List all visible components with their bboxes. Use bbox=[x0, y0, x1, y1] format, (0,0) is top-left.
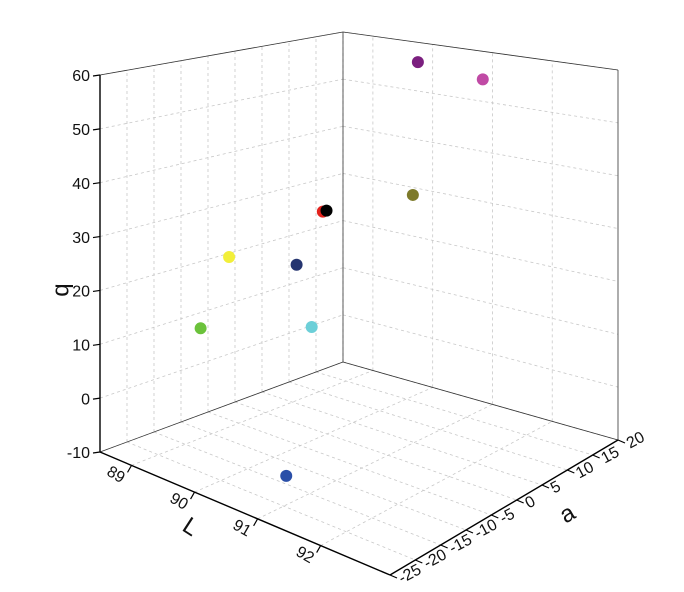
box-edge bbox=[99, 361, 344, 453]
grid-line bbox=[342, 78, 619, 124]
grid-line bbox=[99, 173, 344, 237]
x-tick-label: 92 bbox=[293, 544, 317, 568]
y-tick bbox=[567, 469, 575, 474]
box-edge bbox=[99, 31, 344, 76]
z-tick-label: 0 bbox=[81, 391, 90, 408]
point bbox=[280, 469, 293, 482]
z-tick bbox=[92, 128, 101, 131]
y-tick-label: 5 bbox=[548, 478, 564, 497]
z-tick-label: 60 bbox=[72, 68, 90, 85]
y-tick-label: 10 bbox=[573, 459, 597, 482]
box-edge bbox=[342, 361, 619, 441]
grid-line bbox=[261, 391, 543, 486]
grid-line bbox=[99, 267, 344, 345]
z-tick bbox=[92, 74, 101, 77]
y-tick bbox=[415, 559, 423, 564]
z-tick-label: 10 bbox=[72, 338, 90, 355]
point bbox=[320, 204, 333, 217]
z-tick bbox=[92, 451, 101, 454]
grid-line bbox=[342, 125, 619, 177]
y-axis-title: a bbox=[555, 499, 581, 529]
x-tick bbox=[127, 465, 133, 473]
y-tick-label: -10 bbox=[472, 516, 500, 542]
z-axis-title: b bbox=[50, 283, 77, 296]
z-tick bbox=[92, 343, 101, 346]
z-tick bbox=[92, 289, 101, 293]
point bbox=[194, 322, 207, 335]
y-tick bbox=[389, 574, 398, 579]
z-tick-label: 50 bbox=[72, 122, 90, 139]
x-tick bbox=[316, 545, 322, 553]
grid-line bbox=[207, 411, 492, 516]
grid-line bbox=[99, 125, 344, 184]
grid-line bbox=[99, 220, 344, 291]
y-tick-label: -5 bbox=[497, 506, 518, 528]
point bbox=[411, 56, 424, 69]
x-tick bbox=[253, 518, 259, 527]
y-tick bbox=[592, 454, 600, 459]
x-tick-label: 89 bbox=[104, 463, 128, 487]
grid-line bbox=[180, 421, 467, 531]
grid-line bbox=[320, 420, 553, 546]
y-tick bbox=[440, 544, 448, 549]
z-tick-label: 30 bbox=[72, 230, 90, 247]
grid-line bbox=[288, 381, 568, 471]
y-tick bbox=[617, 439, 626, 444]
grid-line bbox=[99, 314, 344, 399]
y-tick-label: 15 bbox=[599, 444, 623, 467]
point bbox=[223, 251, 236, 264]
grid-line bbox=[131, 370, 374, 466]
y-tick bbox=[491, 514, 499, 519]
y-tick-label: 0 bbox=[523, 493, 539, 512]
y-tick bbox=[541, 484, 550, 489]
grid-line bbox=[342, 173, 619, 229]
y-tick-label: 20 bbox=[624, 429, 648, 452]
z-tick bbox=[92, 235, 101, 239]
y-tick bbox=[465, 529, 474, 534]
z-tick bbox=[92, 397, 101, 400]
x-tick bbox=[190, 491, 196, 500]
y-tick-label: -20 bbox=[421, 546, 449, 572]
y-axis bbox=[389, 439, 619, 576]
y-tick-label: -25 bbox=[396, 561, 424, 587]
y-tick-label: -15 bbox=[447, 531, 475, 557]
grid-line bbox=[194, 387, 433, 493]
grid-line bbox=[342, 220, 619, 282]
grid-line bbox=[126, 441, 416, 561]
point bbox=[406, 188, 419, 201]
grid-line bbox=[342, 314, 619, 388]
grid-line bbox=[234, 401, 517, 501]
y-tick bbox=[516, 499, 524, 504]
grid-line bbox=[315, 371, 593, 456]
z-tick-label: 20 bbox=[72, 284, 90, 301]
point bbox=[305, 321, 318, 334]
z-tick bbox=[92, 182, 101, 185]
point bbox=[476, 73, 489, 86]
grid-line bbox=[257, 404, 493, 520]
point bbox=[290, 258, 303, 271]
z-tick-label: -10 bbox=[67, 445, 90, 462]
x-axis bbox=[99, 451, 391, 576]
x-axis-title: L bbox=[178, 512, 204, 542]
grid-line bbox=[99, 78, 344, 130]
x-tick-label: 90 bbox=[167, 490, 191, 514]
grid-line bbox=[342, 267, 619, 335]
x-tick-label: 91 bbox=[230, 517, 254, 541]
z-tick-label: 40 bbox=[72, 176, 90, 193]
box-edge bbox=[342, 31, 619, 71]
